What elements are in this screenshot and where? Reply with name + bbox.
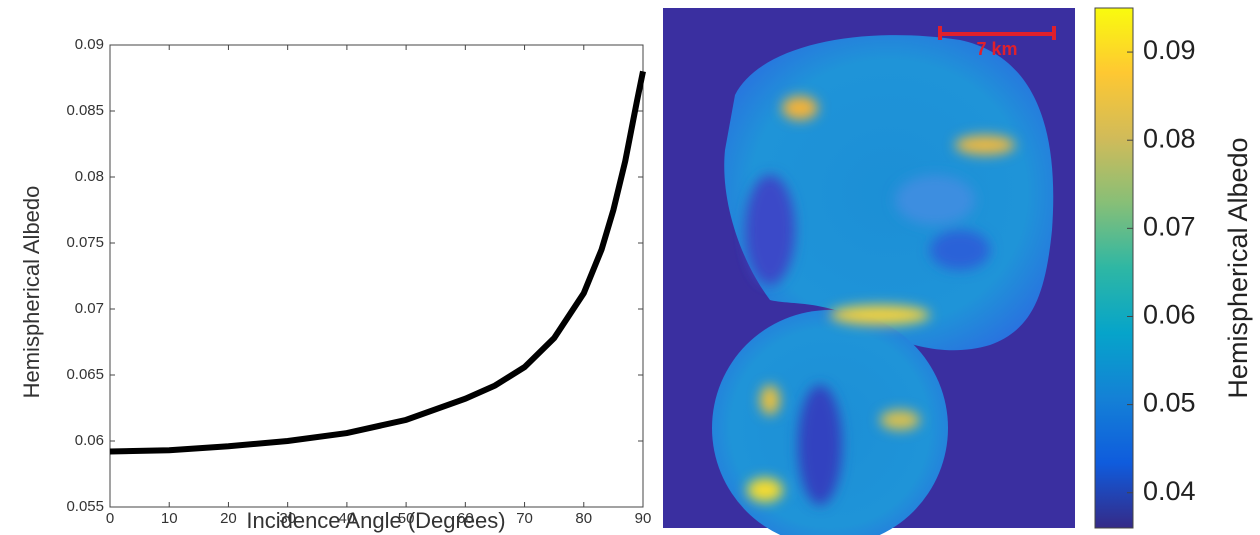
x-tick-label: 50 [398,510,415,527]
y-tick-label: 0.08 [75,168,104,185]
x-tick-label: 0 [106,510,114,527]
colorbar-tick-label: 0.05 [1143,388,1196,418]
y-tick-label: 0.065 [66,366,104,383]
y-tick-label: 0.055 [66,498,104,515]
albedo-features [745,96,1015,505]
y-tick-label: 0.09 [75,36,104,53]
x-axis-label: Incidence Angle (Degrees) [246,508,505,533]
x-tick-label: 70 [516,510,533,527]
x-tick-label: 60 [457,510,474,527]
y-tick-label: 0.085 [66,102,104,119]
colorbar [1094,7,1134,529]
colorbar-tick-label: 0.09 [1143,35,1196,65]
x-tick-label: 30 [279,510,296,527]
y-axis-label: Hemispherical Albedo [19,186,44,399]
x-tick-label: 20 [220,510,237,527]
colorbar-tick-label: 0.04 [1143,476,1196,506]
data-line [109,70,646,455]
colorbar-tick-label: 0.08 [1143,123,1196,153]
y-tick-label: 0.06 [75,432,104,449]
x-tick-label: 40 [339,510,356,527]
colorbar-tick-label: 0.06 [1143,300,1196,330]
scale-bar-label: 7 km [976,39,1017,59]
y-tick-label: 0.075 [66,234,104,251]
x-tick-label: 90 [635,510,652,527]
colorbar-label: Hemispherical Albedo [1223,137,1253,398]
x-tick-label: 80 [575,510,592,527]
plot-frame [109,44,644,508]
x-tick-label: 10 [161,510,178,527]
colorbar-tick-label: 0.07 [1143,211,1196,241]
y-tick-label: 0.07 [75,300,104,317]
